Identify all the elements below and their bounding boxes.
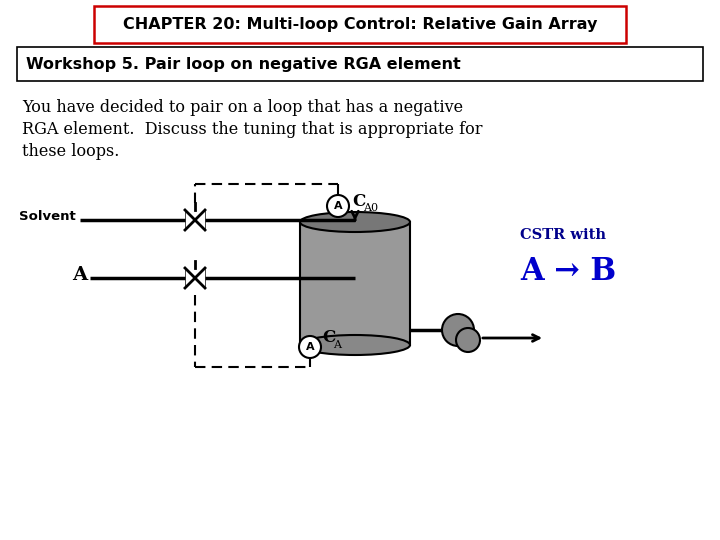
Text: A0: A0	[363, 203, 378, 213]
Circle shape	[442, 314, 474, 346]
Text: RGA element.  Discuss the tuning that is appropriate for: RGA element. Discuss the tuning that is …	[22, 122, 482, 138]
Text: A: A	[306, 342, 315, 352]
Text: Solvent: Solvent	[19, 210, 76, 222]
Bar	[300, 222, 410, 345]
Ellipse shape	[300, 335, 410, 355]
FancyBboxPatch shape	[94, 6, 626, 43]
FancyBboxPatch shape	[17, 47, 703, 81]
Text: A: A	[72, 266, 87, 284]
Text: C: C	[322, 329, 336, 347]
Text: A: A	[333, 201, 342, 211]
Text: You have decided to pair on a loop that has a negative: You have decided to pair on a loop that …	[22, 99, 463, 117]
Text: A → B: A → B	[520, 256, 616, 287]
Text: CSTR with: CSTR with	[520, 228, 606, 242]
Text: Workshop 5. Pair loop on negative RGA element: Workshop 5. Pair loop on negative RGA el…	[26, 57, 461, 71]
Circle shape	[327, 195, 349, 217]
Circle shape	[456, 328, 480, 352]
Circle shape	[299, 336, 321, 358]
Text: CHAPTER 20: Multi-loop Control: Relative Gain Array: CHAPTER 20: Multi-loop Control: Relative…	[123, 17, 597, 32]
Text: A: A	[333, 340, 341, 350]
Text: C: C	[352, 192, 365, 210]
Ellipse shape	[300, 212, 410, 232]
Text: these loops.: these loops.	[22, 144, 120, 160]
